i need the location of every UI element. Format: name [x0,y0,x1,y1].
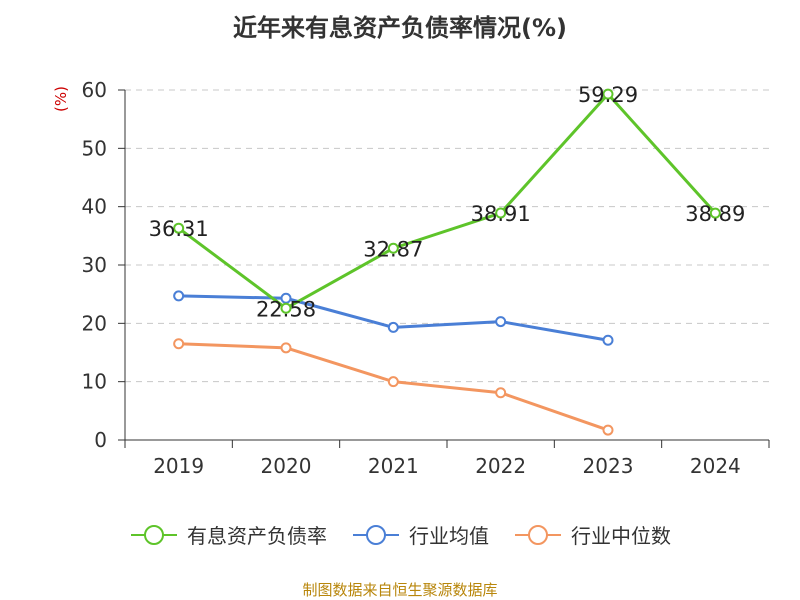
series-line [178,294,609,342]
data-point [602,334,614,346]
legend-item-interest-debt-ratio[interactable]: 有息资产负债率 [129,520,327,549]
data-label: 32.87 [363,237,423,261]
x-tick-label: 2021 [368,454,419,478]
legend-label: 行业均值 [409,524,489,548]
y-tick-label: 0 [94,428,107,452]
data-point [602,424,614,436]
data-point [495,316,507,328]
data-label: 22.58 [256,297,316,321]
legend-marker-icon [131,524,177,545]
data-point [495,207,507,219]
data-label: 38.91 [471,202,531,226]
data-point [173,222,185,234]
x-tick-label: 2024 [690,454,741,478]
y-tick-label: 30 [82,253,107,277]
series-line [177,92,717,310]
data-point [387,242,399,254]
x-tick-label: 2022 [475,454,526,478]
data-point [173,338,185,350]
x-tick-label: 2019 [153,454,204,478]
legend-item-industry-median[interactable]: 行业中位数 [513,520,671,549]
y-tick-label: 10 [82,370,107,394]
data-point [387,321,399,333]
data-point [173,290,185,302]
x-tick-label: 2020 [261,454,312,478]
chart-legend: 有息资产负债率 行业均值 行业中位数 [0,520,800,549]
x-tick-label: 2023 [583,454,634,478]
y-tick-label: 60 [82,78,107,102]
legend-marker-icon [515,524,561,545]
data-point [602,88,614,100]
chart-title: 近年来有息资产负债率情况(%) [233,14,567,42]
data-label: 36.31 [149,217,209,241]
y-tick-label: 20 [82,311,107,335]
legend-label: 行业中位数 [571,524,671,548]
data-point [495,387,507,399]
y-tick-label: 50 [82,136,107,160]
y-tick-label: 40 [82,195,107,219]
data-label: 38.89 [685,202,745,226]
data-point [387,376,399,388]
data-point [709,207,721,219]
legend-marker-icon [353,524,399,545]
data-source-note: 制图数据来自恒生聚源数据库 [302,581,498,599]
legend-label: 有息资产负债率 [187,524,327,548]
data-point [280,292,292,304]
data-point [280,342,292,354]
legend-item-industry-average[interactable]: 行业均值 [351,520,489,549]
data-label: 59.29 [578,83,638,107]
data-point [280,302,292,314]
